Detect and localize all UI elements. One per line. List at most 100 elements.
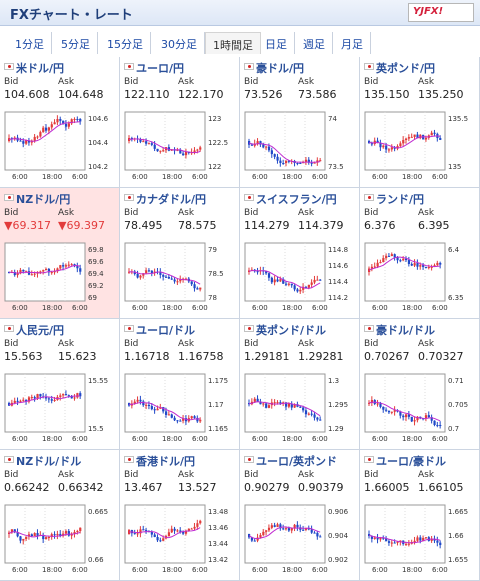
pair-name[interactable]: 人民元/円: [16, 324, 65, 337]
x-tick-label: 6:00: [132, 173, 148, 181]
bid-value: 73.526: [244, 88, 283, 101]
candle: [179, 149, 182, 154]
candle: [379, 142, 382, 148]
rate-card[interactable]: 英ポンド/円 Bid Ask 135.150 135.250 135.5 135 6:…: [360, 57, 480, 188]
x-tick-label: 18:00: [42, 435, 62, 443]
candle: [424, 137, 428, 140]
bid-label: Bid: [244, 339, 259, 349]
rate-card[interactable]: 人民元/円 Bid Ask 15.563 15.623 15.55 15.5 6:00…: [0, 319, 120, 450]
rate-card[interactable]: 豪ドル/円 Bid Ask 73.526 73.586 74 73.5 6:00 18:…: [240, 57, 360, 188]
pair-name[interactable]: ユーロ/豪ドル: [376, 455, 447, 468]
rate-card[interactable]: ランド/円 Bid Ask 6.376 6.395 6.4 6.35 6:00 18:0…: [360, 188, 480, 319]
x-tick-label: 6:00: [12, 304, 28, 312]
rate-card[interactable]: NZドル/円 Bid Ask ▼69.317 ▼69.397 69.8 69.6 69…: [0, 188, 120, 319]
flag-icon: [244, 194, 254, 201]
candle: [167, 532, 171, 537]
pair-name[interactable]: カナダドル/円: [136, 193, 207, 206]
rate-card[interactable]: 英ポンド/ドル Bid Ask 1.29181 1.29281 1.3 1.295 1…: [240, 319, 360, 450]
y-tick-label: 104.2: [88, 163, 108, 171]
candle: [370, 266, 374, 269]
rate-card[interactable]: ユーロ/豪ドル Bid Ask 1.66005 1.66105 1.665 1.66…: [360, 450, 480, 581]
x-tick-label: 6:00: [372, 566, 388, 574]
pair-name[interactable]: 豪ドル/ドル: [376, 324, 436, 337]
candle: [376, 537, 379, 540]
pair-name[interactable]: ユーロ/ドル: [136, 324, 196, 337]
tab-2[interactable]: 15分足: [100, 32, 151, 54]
candle: [382, 258, 385, 263]
candle: [136, 274, 139, 278]
rate-card[interactable]: スイスフラン/円 Bid Ask 114.279 114.379 114.8 114…: [240, 188, 360, 319]
candle: [190, 416, 193, 419]
x-tick-label: 6:00: [132, 566, 148, 574]
rate-card[interactable]: ユーロ/円 Bid Ask 122.110 122.170 123 122.5 122…: [120, 57, 240, 188]
candle: [427, 415, 430, 418]
rate-card[interactable]: 豪ドル/ドル Bid Ask 0.70267 0.70327 0.71 0.705 0…: [360, 319, 480, 450]
candle: [419, 134, 422, 139]
rate-card[interactable]: 米ドル/円 Bid Ask 104.608 104.648 104.6 104.4 1…: [0, 57, 120, 188]
y-tick-label: 13.44: [208, 540, 229, 548]
brand-logo[interactable]: YJFX!: [408, 3, 474, 22]
candle: [287, 528, 291, 531]
candle: [399, 540, 402, 542]
bid-value: 6.376: [364, 219, 396, 232]
candle: [387, 255, 391, 257]
tab-1[interactable]: 5分足: [54, 32, 98, 54]
pair-name[interactable]: NZドル/円: [16, 193, 71, 206]
candle: [196, 288, 199, 290]
candle: [290, 528, 293, 531]
tab-0[interactable]: 1分足: [8, 32, 52, 54]
ma-line: [368, 534, 441, 544]
pair-name[interactable]: ユーロ/英ポンド: [256, 455, 338, 468]
y-tick-label: 6.35: [448, 294, 464, 302]
ask-label: Ask: [298, 208, 315, 218]
pair-name[interactable]: 米ドル/円: [16, 62, 65, 75]
candle: [50, 399, 53, 401]
rate-card[interactable]: ユーロ/英ポンド Bid Ask 0.90279 0.90379 0.906 0.9…: [240, 450, 360, 581]
pair-name[interactable]: ランド/円: [376, 193, 425, 206]
tab-6[interactable]: 週足: [296, 32, 333, 54]
candle: [422, 265, 425, 267]
candle: [433, 265, 436, 267]
rate-card[interactable]: NZドル/ドル Bid Ask 0.66242 0.66342 0.665 0.66…: [0, 450, 120, 581]
pair-name[interactable]: 英ポンド/ドル: [256, 324, 327, 337]
x-tick-label: 18:00: [282, 435, 302, 443]
bid-label: Bid: [124, 470, 139, 480]
ask-value: 13.527: [178, 481, 217, 494]
pair-name[interactable]: ユーロ/円: [136, 62, 185, 75]
tab-3[interactable]: 30分足: [154, 32, 205, 54]
rate-card[interactable]: ユーロ/ドル Bid Ask 1.16718 1.16758 1.175 1.17 1…: [120, 319, 240, 450]
candle: [299, 163, 302, 164]
rate-card[interactable]: カナダドル/円 Bid Ask 78.495 78.575 79 78.5 78 6:0…: [120, 188, 240, 319]
pair-name[interactable]: NZドル/ドル: [16, 455, 82, 468]
tab-5[interactable]: 日足: [258, 32, 295, 54]
y-tick-label: 79: [208, 246, 217, 254]
mini-chart[interactable]: 6.46.356:00 18:00 6:00: [364, 242, 476, 316]
pair-name[interactable]: 英ポンド/円: [376, 62, 436, 75]
x-tick-label: 6:00: [312, 566, 328, 574]
candle: [167, 277, 171, 279]
rate-card[interactable]: 香港ドル/円 Bid Ask 13.467 13.527 13.48 13.46 13…: [120, 450, 240, 581]
pair-name[interactable]: 豪ドル/円: [256, 62, 305, 75]
pair-name[interactable]: スイスフラン/円: [256, 193, 337, 206]
bid-value: 13.467: [124, 481, 163, 494]
candle: [316, 532, 319, 537]
pair-name[interactable]: 香港ドル/円: [136, 455, 196, 468]
tab-7[interactable]: 月足: [334, 32, 371, 54]
candle: [62, 120, 65, 124]
tab-4[interactable]: 1時間足: [205, 32, 261, 54]
